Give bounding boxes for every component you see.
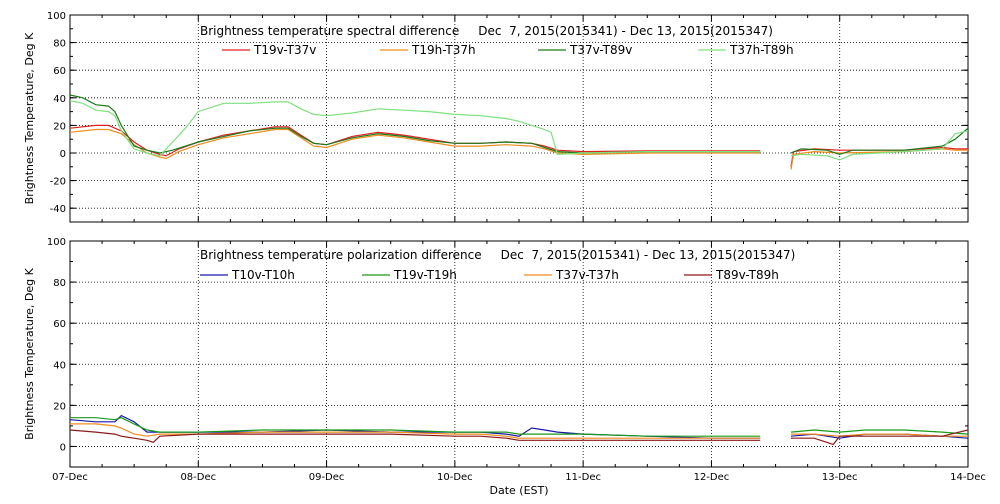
y-tick-label: 40 — [53, 360, 66, 371]
polarization-difference-panel: 07-Dec 08-Dec 09-Dec 10-Dec 11-Dec 12-Dec 13-D… — [23, 237, 986, 483]
legend-entry: T10v-T10h — [231, 268, 295, 282]
series-line-t37v-t89v — [70, 94, 761, 154]
chart-title: Brightness temperature polarization diff… — [200, 248, 795, 262]
y-tick-label: 20 — [53, 121, 66, 132]
y-tick-label: 100 — [47, 11, 66, 22]
x-tick-label: 12-Dec — [694, 472, 730, 483]
legend-entry: T19h-T37h — [411, 43, 476, 57]
y-tick-label: 60 — [53, 319, 66, 330]
plot-frame — [69, 14, 969, 223]
x-tick-label: 09-Dec — [309, 472, 345, 483]
series-line-t37v-t89v — [790, 127, 968, 156]
series-line-t19v-t19h — [70, 417, 761, 437]
x-tick-label: 08-Dec — [180, 472, 216, 483]
series-line-t19h-t37h — [790, 148, 968, 170]
legend-entry: T19v-T19h — [393, 268, 457, 282]
y-tick-label: 0 — [60, 149, 66, 160]
y-tick-label: 80 — [53, 39, 66, 50]
series-line-t10v-t10h — [70, 414, 761, 439]
spectral-difference-panel: -40 -20 0 20 40 60 80 100 Brightness Temperature… — [23, 11, 969, 223]
x-axis-label: Date (EST) — [489, 484, 548, 497]
series-line-t89v-t89h — [791, 429, 968, 446]
legend-entry: T37h-T89h — [729, 43, 794, 57]
y-tick-label: 80 — [53, 278, 66, 289]
series-line-t89v-t89h — [70, 429, 761, 443]
y-tick-label: -40 — [50, 204, 66, 215]
series-line-t37h-t89h — [70, 100, 761, 157]
series-line-t19h-t37h — [70, 128, 761, 160]
y-tick-label: 60 — [53, 66, 66, 77]
x-tick-label: 11-Dec — [565, 472, 601, 483]
x-tick-label: 10-Dec — [437, 472, 473, 483]
y-tick-label: 20 — [53, 401, 66, 412]
legend-entry: T37v-T37h — [555, 268, 619, 282]
series-line-t19v-t19h — [790, 429, 968, 435]
series-line-t37v-t37h — [70, 423, 761, 439]
x-tick-label: 14-Dec — [950, 472, 986, 483]
legend-entry: T19v-T37v — [253, 43, 316, 57]
chart-title: Brightness temperature spectral differen… — [200, 24, 773, 38]
y-tick-label: -20 — [50, 177, 66, 188]
y-tick-label: 40 — [53, 94, 66, 105]
series-line-t37h-t89h — [790, 130, 968, 161]
y-axis-label: Brightness Temperature, Deg K — [23, 32, 36, 204]
x-tick-label: 07-Dec — [52, 472, 88, 483]
y-axis-label: Brightness Temperature, Deg K — [23, 267, 36, 439]
y-tick-label: 0 — [60, 442, 66, 453]
legend-entry: T89v-T89h — [715, 268, 779, 282]
legend-entry: T37v-T89v — [569, 43, 632, 57]
x-tick-label: 13-Dec — [822, 472, 858, 483]
y-tick-label: 100 — [47, 237, 66, 248]
